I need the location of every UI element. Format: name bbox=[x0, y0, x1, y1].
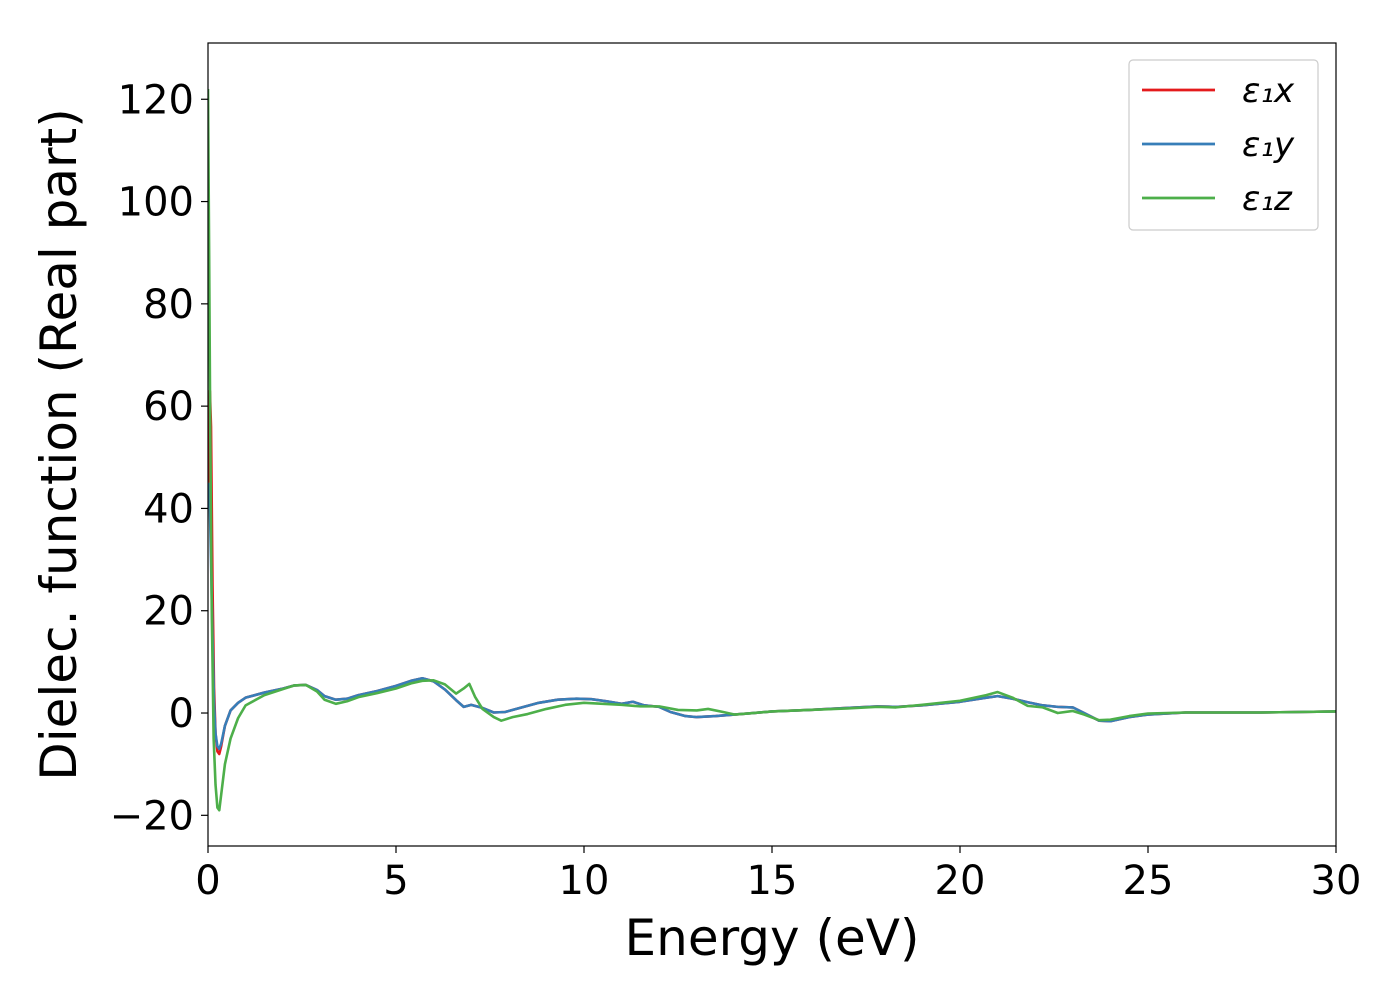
x-tick-label: 0 bbox=[195, 858, 220, 904]
legend-label: ε₁y bbox=[1242, 125, 1295, 165]
y-tick-label: −20 bbox=[110, 793, 194, 839]
x-tick-label: 30 bbox=[1311, 858, 1362, 904]
y-tick-label: 0 bbox=[169, 691, 194, 737]
x-tick-label: 20 bbox=[935, 858, 986, 904]
y-tick-label: 40 bbox=[143, 486, 194, 532]
x-axis-title: Energy (eV) bbox=[625, 909, 920, 967]
x-tick-label: 5 bbox=[383, 858, 408, 904]
legend: ε₁x ε₁y ε₁z bbox=[1128, 59, 1319, 231]
y-axis-title: Dielec. function (Real part) bbox=[30, 108, 88, 780]
x-tick-label: 15 bbox=[747, 858, 798, 904]
legend-label: ε₁x bbox=[1242, 71, 1295, 111]
y-axis-ticks: −20 0 20 40 60 80 100 120 bbox=[110, 77, 208, 839]
series-line-1 bbox=[208, 389, 1336, 756]
series-line-3 bbox=[208, 89, 1336, 812]
x-tick-label: 25 bbox=[1123, 858, 1174, 904]
x-axis-ticks: 0 5 10 15 20 25 30 bbox=[195, 846, 1361, 904]
series-layer bbox=[208, 89, 1336, 812]
legend-box bbox=[1128, 59, 1319, 231]
series-line-2 bbox=[208, 482, 1336, 751]
y-tick-label: 120 bbox=[118, 77, 194, 123]
legend-items: ε₁x ε₁y ε₁z bbox=[1142, 71, 1295, 219]
x-tick-label: 10 bbox=[559, 858, 610, 904]
y-tick-label: 80 bbox=[143, 282, 194, 328]
y-tick-label: 100 bbox=[118, 180, 194, 226]
y-tick-label: 20 bbox=[143, 589, 194, 635]
legend-label: ε₁z bbox=[1242, 179, 1293, 219]
y-tick-label: 60 bbox=[143, 384, 194, 430]
